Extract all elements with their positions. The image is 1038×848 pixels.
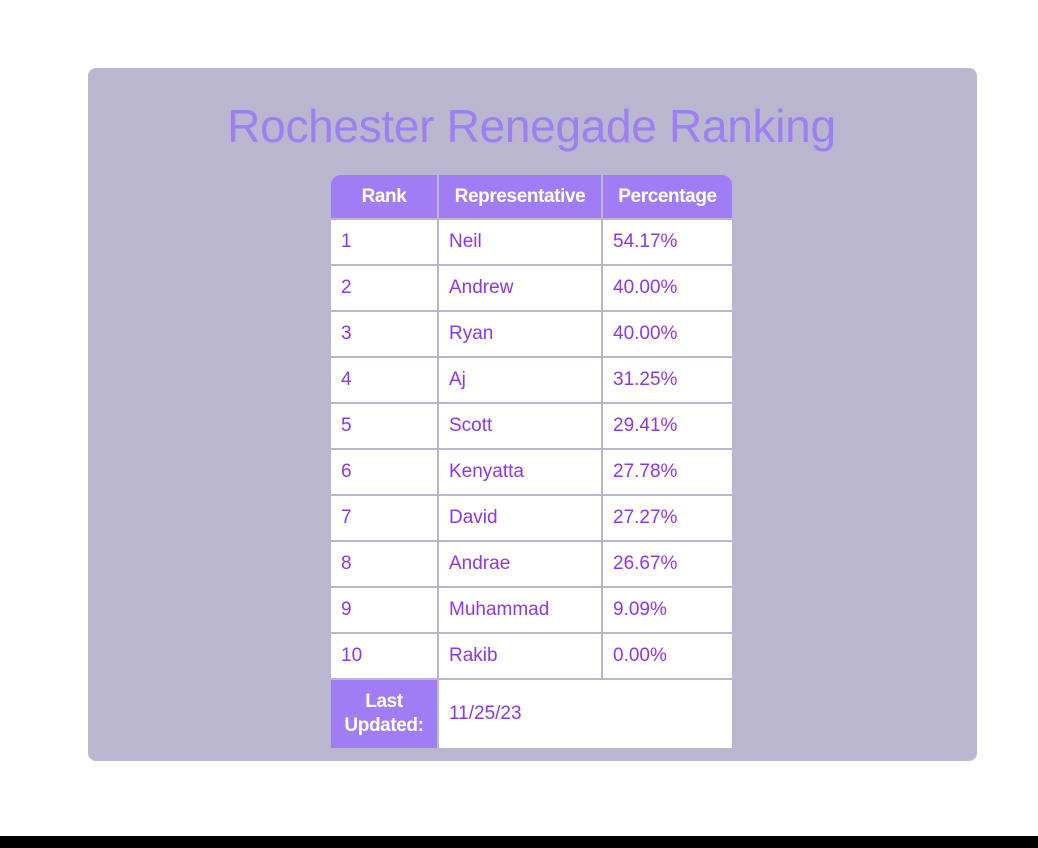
- column-header-rank: Rank: [331, 175, 439, 220]
- table-row: 6 Kenyatta 27.78%: [331, 450, 732, 496]
- representative-cell: Rakib: [439, 634, 603, 680]
- table-row: 7 David 27.27%: [331, 496, 732, 542]
- table-row: 2 Andrew 40.00%: [331, 266, 732, 312]
- header-row: Rank Representative Percentage: [331, 175, 732, 220]
- representative-cell: Scott: [439, 404, 603, 450]
- rank-cell: 7: [331, 496, 439, 542]
- percentage-cell: 27.78%: [603, 450, 732, 496]
- bottom-bar: [0, 836, 1038, 848]
- rank-cell: 1: [331, 220, 439, 266]
- table-row: 8 Andrae 26.67%: [331, 542, 732, 588]
- table-header: Rank Representative Percentage: [331, 175, 732, 220]
- representative-cell: Kenyatta: [439, 450, 603, 496]
- table-row: 1 Neil 54.17%: [331, 220, 732, 266]
- column-header-percentage: Percentage: [603, 175, 732, 220]
- rank-cell: 5: [331, 404, 439, 450]
- page-title: Rochester Renegade Ranking: [227, 100, 836, 152]
- percentage-cell: 27.27%: [603, 496, 732, 542]
- rank-cell: 4: [331, 358, 439, 404]
- table-row: 5 Scott 29.41%: [331, 404, 732, 450]
- table-row: 4 Aj 31.25%: [331, 358, 732, 404]
- last-updated-value: 11/25/23: [439, 680, 732, 748]
- representative-cell: David: [439, 496, 603, 542]
- representative-cell: Muhammad: [439, 588, 603, 634]
- percentage-cell: 54.17%: [603, 220, 732, 266]
- representative-cell: Neil: [439, 220, 603, 266]
- last-updated-row: Last Updated: 11/25/23: [331, 680, 732, 748]
- rank-cell: 2: [331, 266, 439, 312]
- table-row: 3 Ryan 40.00%: [331, 312, 732, 358]
- percentage-cell: 9.09%: [603, 588, 732, 634]
- rank-cell: 3: [331, 312, 439, 358]
- table-row: 9 Muhammad 9.09%: [331, 588, 732, 634]
- rank-cell: 9: [331, 588, 439, 634]
- rank-cell: 10: [331, 634, 439, 680]
- representative-cell: Aj: [439, 358, 603, 404]
- percentage-cell: 29.41%: [603, 404, 732, 450]
- table-footer: Last Updated: 11/25/23: [331, 680, 732, 748]
- table-body: 1 Neil 54.17% 2 Andrew 40.00% 3 Ryan 40.00% 4 Aj 31…: [331, 220, 732, 680]
- ranking-table: Rank Representative Percentage 1 Neil 54.1…: [331, 175, 732, 748]
- rank-cell: 6: [331, 450, 439, 496]
- percentage-cell: 0.00%: [603, 634, 732, 680]
- representative-cell: Andrew: [439, 266, 603, 312]
- percentage-cell: 31.25%: [603, 358, 732, 404]
- percentage-cell: 40.00%: [603, 312, 732, 358]
- percentage-cell: 40.00%: [603, 266, 732, 312]
- table-row: 10 Rakib 0.00%: [331, 634, 732, 680]
- representative-cell: Ryan: [439, 312, 603, 358]
- rank-cell: 8: [331, 542, 439, 588]
- percentage-cell: 26.67%: [603, 542, 732, 588]
- representative-cell: Andrae: [439, 542, 603, 588]
- column-header-representative: Representative: [439, 175, 603, 220]
- last-updated-label: Last Updated:: [331, 680, 439, 748]
